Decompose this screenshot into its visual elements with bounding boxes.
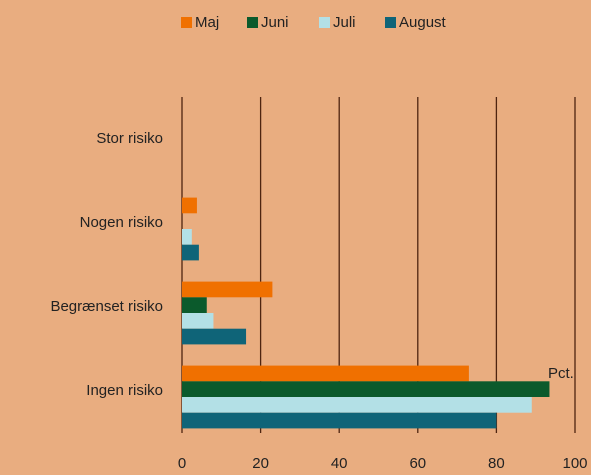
bar: [182, 281, 273, 298]
bar: [182, 328, 247, 345]
annotation: Pct.: [548, 365, 574, 382]
bar: [182, 397, 532, 413]
legend-swatch: [247, 17, 258, 28]
x-tick-label: 0: [178, 455, 186, 472]
x-tick-label: 60: [409, 455, 426, 472]
x-tick-label: 40: [331, 455, 348, 472]
bar: [182, 381, 550, 397]
bar: [182, 412, 497, 429]
legend-swatch: [181, 17, 192, 28]
bar: [182, 229, 192, 245]
y-tick-label: Nogen risiko: [80, 214, 163, 231]
bar: [182, 244, 199, 261]
legend-label: August: [399, 14, 447, 31]
legend-swatch: [385, 17, 396, 28]
legend-swatch: [319, 17, 330, 28]
y-tick-label: Ingen risiko: [86, 382, 163, 399]
legend-label: Maj: [195, 14, 219, 31]
x-tick-label: 100: [562, 455, 587, 472]
y-tick-label: Begrænset risiko: [50, 298, 163, 315]
bar: [182, 297, 207, 313]
bar: [182, 365, 469, 382]
bar: [182, 313, 214, 329]
legend-label: Juni: [261, 14, 289, 31]
legend-label: Juli: [333, 14, 356, 31]
x-tick-label: 20: [252, 455, 269, 472]
bar: [182, 197, 197, 214]
y-tick-label: Stor risiko: [96, 130, 163, 147]
x-tick-label: 80: [488, 455, 505, 472]
